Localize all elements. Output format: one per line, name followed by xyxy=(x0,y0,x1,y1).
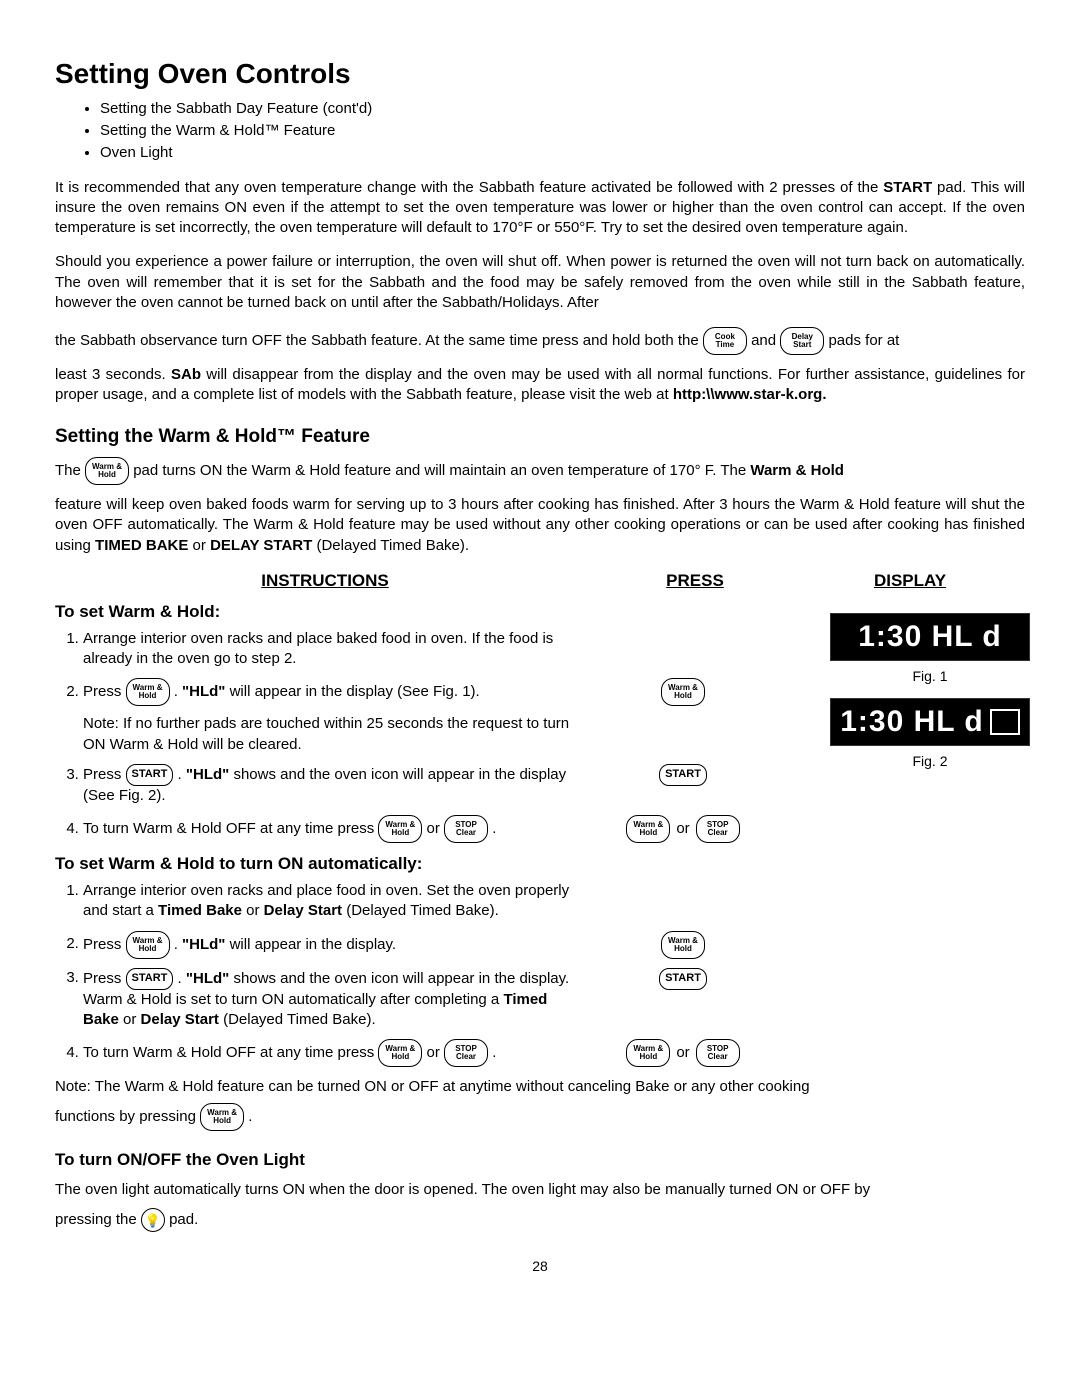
or-text: or xyxy=(676,1043,689,1063)
intro-paragraph-2: Should you experience a power failure or… xyxy=(55,252,1025,313)
bold-text: TIMED BAKE xyxy=(95,537,188,554)
column-headers: INSTRUCTIONS PRESS DISPLAY xyxy=(55,570,1025,593)
text: It is recommended that any oven temperat… xyxy=(55,179,883,196)
step-text: Press Warm &Hold . "HLd" will appear in … xyxy=(83,931,583,959)
warm-hold-pad-icon: Warm &Hold xyxy=(378,815,422,843)
text: will disappear from the display and the … xyxy=(55,366,1025,403)
light-pad-icon: 💡 xyxy=(141,1208,165,1232)
warm-hold-pad-icon: Warm &Hold xyxy=(126,678,170,706)
oven-light-heading: To turn ON/OFF the Oven Light xyxy=(55,1149,1025,1172)
start-pad-icon: START xyxy=(659,764,707,786)
text: . xyxy=(248,1108,252,1125)
section1-steps: Arrange interior oven racks and place ba… xyxy=(55,629,1025,843)
intro-paragraph-1: It is recommended that any oven temperat… xyxy=(55,178,1025,239)
oven-light-p1: The oven light automatically turns ON wh… xyxy=(55,1180,1025,1200)
note-after-2: functions by pressing Warm &Hold . xyxy=(55,1103,1025,1131)
bold-text: START xyxy=(883,179,932,196)
intro-paragraph-3: the Sabbath observance turn OFF the Sabb… xyxy=(55,327,1025,355)
text: pad turns ON the Warm & Hold feature and… xyxy=(133,462,750,479)
stop-clear-pad-icon: STOPClear xyxy=(696,815,740,843)
list-item: To turn Warm & Hold OFF at any time pres… xyxy=(83,815,1025,843)
toc-item: Oven Light xyxy=(100,143,1025,163)
stop-clear-pad-icon: STOPClear xyxy=(696,1039,740,1067)
step-note: Note: If no further pads are touched wit… xyxy=(83,714,583,755)
bold-text: Warm & Hold xyxy=(750,462,844,479)
text: functions by pressing xyxy=(55,1108,200,1125)
text: least 3 seconds. xyxy=(55,366,171,383)
page-title: Setting Oven Controls xyxy=(55,55,1025,93)
warm-hold-intro-1: The Warm &Hold pad turns ON the Warm & H… xyxy=(55,457,1025,485)
list-item: Press Warm &Hold . "HLd" will appear in … xyxy=(83,678,1025,755)
list-item: Arrange interior oven racks and place fo… xyxy=(83,881,1025,922)
step-text: To turn Warm & Hold OFF at any time pres… xyxy=(83,1039,583,1067)
col-header-press: PRESS xyxy=(595,570,795,593)
toc-item: Setting the Warm & Hold™ Feature xyxy=(100,121,1025,141)
stop-clear-pad-icon: STOPClear xyxy=(444,1039,488,1067)
text: pressing the xyxy=(55,1211,141,1228)
warm-hold-pad-icon: Warm &Hold xyxy=(126,931,170,959)
text: pad. xyxy=(169,1211,198,1228)
warm-hold-pad-icon: Warm &Hold xyxy=(85,457,129,485)
warm-hold-pad-icon: Warm &Hold xyxy=(626,1039,670,1067)
col-header-instructions: INSTRUCTIONS xyxy=(55,570,595,593)
list-item: Press START . "HLd" shows and the oven i… xyxy=(83,968,1025,1031)
warm-hold-pad-icon: Warm &Hold xyxy=(378,1039,422,1067)
step-text: Press START . "HLd" shows and the oven i… xyxy=(83,764,583,806)
text: (Delayed Timed Bake). xyxy=(312,537,469,554)
warm-hold-pad-icon: Warm &Hold xyxy=(661,678,705,706)
cook-time-pad-icon: CookTime xyxy=(703,327,747,355)
delay-start-pad-icon: DelayStart xyxy=(780,327,824,355)
text: and xyxy=(751,332,780,349)
note-after: Note: The Warm & Hold feature can be tur… xyxy=(55,1077,1025,1097)
url-text: http:\\www.star-k.org. xyxy=(673,386,827,403)
text: the Sabbath observance turn OFF the Sabb… xyxy=(55,332,703,349)
text: pads for at xyxy=(828,332,899,349)
warm-hold-intro-2: feature will keep oven baked foods warm … xyxy=(55,495,1025,556)
section2-heading: To set Warm & Hold to turn ON automatica… xyxy=(55,853,1025,876)
bold-text: DELAY START xyxy=(210,537,312,554)
step-text: To turn Warm & Hold OFF at any time pres… xyxy=(83,815,583,843)
step-text: Arrange interior oven racks and place fo… xyxy=(83,881,583,922)
or-text: or xyxy=(676,819,689,839)
warm-hold-pad-icon: Warm &Hold xyxy=(661,931,705,959)
col-header-display: DISPLAY xyxy=(795,570,1025,593)
toc-list: Setting the Sabbath Day Feature (cont'd)… xyxy=(55,99,1025,164)
text: The xyxy=(55,462,85,479)
stop-clear-pad-icon: STOPClear xyxy=(444,815,488,843)
start-pad-icon: START xyxy=(659,968,707,990)
list-item: To turn Warm & Hold OFF at any time pres… xyxy=(83,1039,1025,1067)
step-text: Press START . "HLd" shows and the oven i… xyxy=(83,968,583,1031)
start-pad-icon: START xyxy=(126,968,174,990)
list-item: Press START . "HLd" shows and the oven i… xyxy=(83,764,1025,806)
list-item: Arrange interior oven racks and place ba… xyxy=(83,629,1025,670)
warm-hold-pad-icon: Warm &Hold xyxy=(200,1103,244,1131)
toc-item: Setting the Sabbath Day Feature (cont'd) xyxy=(100,99,1025,119)
page-number: 28 xyxy=(55,1257,1025,1276)
warm-hold-pad-icon: Warm &Hold xyxy=(626,815,670,843)
bold-text: SAb xyxy=(171,366,201,383)
start-pad-icon: START xyxy=(126,764,174,786)
step-text: Arrange interior oven racks and place ba… xyxy=(83,629,583,670)
warm-hold-heading: Setting the Warm & Hold™ Feature xyxy=(55,424,1025,450)
section2-steps: Arrange interior oven racks and place fo… xyxy=(55,881,1025,1067)
intro-paragraph-4: least 3 seconds. SAb will disappear from… xyxy=(55,365,1025,406)
oven-light-p2: pressing the 💡 pad. xyxy=(55,1208,1025,1232)
list-item: Press Warm &Hold . "HLd" will appear in … xyxy=(83,931,1025,959)
text: or xyxy=(188,537,210,554)
step-text: Press Warm &Hold . "HLd" will appear in … xyxy=(83,678,583,755)
